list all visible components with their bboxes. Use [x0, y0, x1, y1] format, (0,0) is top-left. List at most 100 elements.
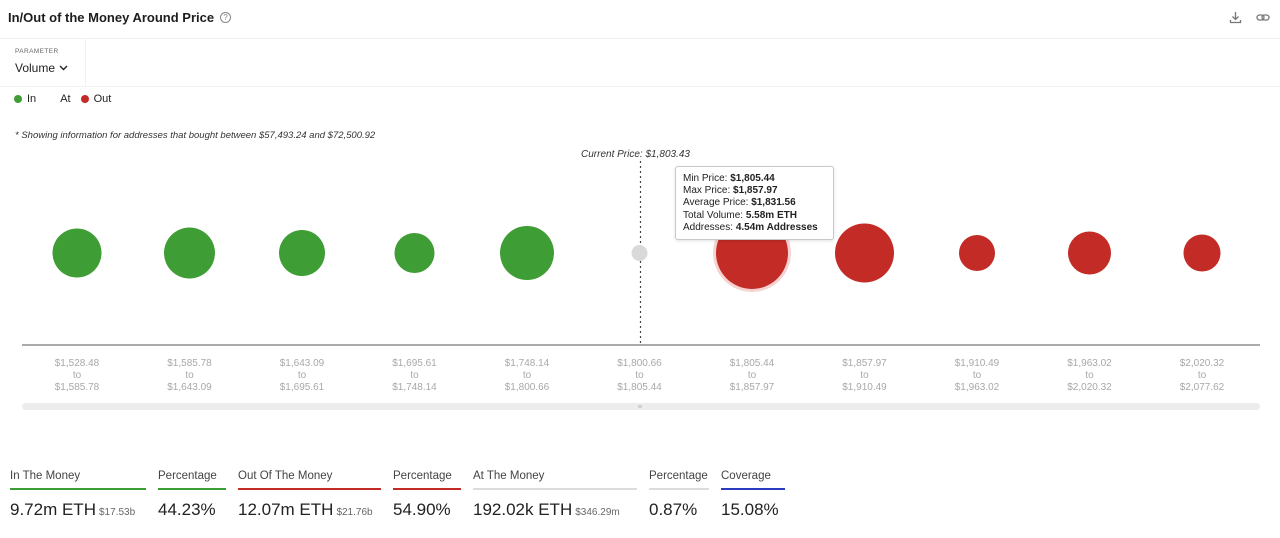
- x-tick-label: to: [410, 370, 419, 381]
- tooltip-addresses: Addresses: 4.54m Addresses: [683, 221, 818, 233]
- metric-at-the-money: At The Money 192.02k ETH $346.29m: [473, 470, 637, 520]
- x-tick-label: $1,800.66: [617, 358, 662, 369]
- metric-value: 12.07m ETH $21.76b: [238, 500, 373, 519]
- metric-label: Coverage: [721, 470, 785, 490]
- x-tick-label: $1,585.78: [55, 382, 100, 393]
- metric-sub-value: $17.53b: [98, 507, 136, 518]
- metric-label: At The Money: [473, 470, 637, 490]
- metric-out-of-the-money: Out Of The Money 12.07m ETH $21.76b: [238, 470, 381, 520]
- legend-label-in: In: [27, 93, 37, 105]
- x-tick-label: to: [973, 370, 982, 381]
- x-tick-label: to: [1198, 370, 1207, 381]
- bubble-out: [1183, 234, 1221, 272]
- x-tick-label: $1,748.14: [392, 382, 437, 393]
- x-tick-label: $1,857.97: [730, 382, 775, 393]
- bubble-out: [959, 235, 995, 271]
- bubble-tooltip: Min Price: $1,805.44 Max Price: $1,857.9…: [675, 166, 834, 240]
- metric-value: 192.02k ETH $346.29m: [473, 500, 620, 519]
- legend-item-in[interactable]: In: [14, 93, 36, 105]
- current-price-label: Current Price: $1,803.43: [581, 149, 690, 160]
- x-tick-label: $1,963.02: [1067, 358, 1112, 369]
- x-tick-label: $1,963.02: [955, 382, 1000, 393]
- bubble-in: [52, 228, 102, 278]
- parameter-value: Volume: [15, 61, 56, 75]
- legend-dot-out: [80, 95, 89, 103]
- metric-label: Percentage: [158, 470, 226, 490]
- bubble-in: [279, 230, 325, 276]
- tooltip-max-price: Max Price: $1,857.97: [683, 185, 778, 197]
- x-tick-label: to: [748, 370, 757, 381]
- metric-label: Percentage: [393, 470, 461, 490]
- x-tick-label: $1,857.97: [842, 358, 887, 369]
- x-tick-label: $2,077.62: [1180, 382, 1225, 393]
- question-circle-icon[interactable]: ?: [220, 12, 232, 23]
- legend-item-out[interactable]: Out: [80, 93, 112, 105]
- parameter-label: PARAMETER: [15, 48, 59, 55]
- tooltip-min-price: Min Price: $1,805.44: [683, 173, 775, 184]
- x-tick-label: to: [185, 370, 194, 381]
- metric-at-percentage: Percentage 0.87%: [649, 470, 709, 520]
- metric-label: Percentage: [649, 470, 709, 490]
- page-title: In/Out of the Money Around Price: [8, 10, 215, 25]
- download-icon[interactable]: [1229, 11, 1242, 24]
- x-tick-label: to: [860, 370, 869, 381]
- parameter-dropdown[interactable]: Volume: [15, 61, 68, 75]
- bubble-in: [164, 227, 215, 279]
- summary-metrics: In The Money 9.72m ETH $17.53b Percentage…: [10, 470, 785, 520]
- x-tick-label: $1,800.66: [505, 382, 550, 393]
- metric-in-the-money: In The Money 9.72m ETH $17.53b: [10, 470, 146, 520]
- x-tick-label: $1,695.61: [392, 358, 437, 369]
- parameter-row-divider: [0, 86, 1280, 87]
- link-icon[interactable]: [1256, 11, 1270, 24]
- metric-label: Out Of The Money: [238, 470, 381, 490]
- x-tick-label: to: [1085, 370, 1094, 381]
- metric-out-percentage: Percentage 54.90%: [393, 470, 461, 520]
- x-tick-label: $1,805.44: [617, 382, 662, 393]
- x-tick-label: $1,805.44: [730, 358, 775, 369]
- metric-value: 0.87%: [649, 500, 698, 519]
- x-tick-label: $1,643.09: [167, 382, 212, 393]
- legend-dot-in: [14, 95, 22, 103]
- legend-label-at: At: [60, 93, 71, 105]
- bubble-chart: Current Price: $1,803.43$1,528.48to$1,58…: [22, 149, 1260, 410]
- scrollbar-handle: [638, 405, 642, 408]
- header-divider: [0, 38, 1280, 39]
- parameter-divider: [85, 38, 86, 86]
- tooltip-total-volume: Total Volume: 5.58m ETH: [683, 209, 797, 221]
- metric-sub-value: $21.76b: [336, 507, 373, 518]
- x-tick-label: $2,020.32: [1067, 382, 1112, 393]
- metric-sub-value: $346.29m: [575, 507, 620, 518]
- metric-label: In The Money: [10, 470, 146, 490]
- header-actions: [1229, 11, 1270, 24]
- chart-header: In/Out of the Money Around Price ?: [8, 10, 232, 25]
- metric-value: 9.72m ETH $17.53b: [10, 500, 136, 519]
- legend-label-out: Out: [93, 93, 112, 105]
- x-tick-label: $1,528.48: [55, 358, 100, 369]
- x-tick-label: $2,020.32: [1180, 358, 1225, 369]
- x-tick-label: $1,910.49: [955, 358, 1000, 369]
- x-tick-label: $1,748.14: [505, 358, 550, 369]
- address-range-note: * Showing information for addresses that…: [15, 130, 376, 141]
- chevron-down-icon: [59, 65, 68, 71]
- x-tick-label: $1,585.78: [167, 358, 212, 369]
- x-tick-label: $1,910.49: [842, 382, 887, 393]
- x-tick-label: to: [523, 370, 532, 381]
- bubble-out: [835, 223, 894, 283]
- bubble-in: [500, 226, 554, 280]
- x-tick-label: to: [73, 370, 82, 381]
- bubble-in: [394, 233, 435, 273]
- bubble-out: [1068, 231, 1111, 275]
- tooltip-avg-price: Average Price: $1,831.56: [683, 197, 796, 209]
- parameter-selector: PARAMETER Volume: [15, 48, 68, 75]
- bubble-at: [631, 245, 648, 261]
- x-tick-label: $1,643.09: [280, 358, 325, 369]
- x-tick-label: to: [298, 370, 307, 381]
- metric-coverage: Coverage 15.08%: [721, 470, 785, 520]
- x-tick-label: $1,695.61: [280, 382, 325, 393]
- metric-value: 54.90%: [393, 500, 451, 519]
- metric-value: 44.23%: [158, 500, 216, 519]
- x-tick-label: to: [635, 370, 644, 381]
- metric-in-percentage: Percentage 44.23%: [158, 470, 226, 520]
- metric-value: 15.08%: [721, 500, 779, 519]
- legend-item-at[interactable]: At: [60, 93, 70, 105]
